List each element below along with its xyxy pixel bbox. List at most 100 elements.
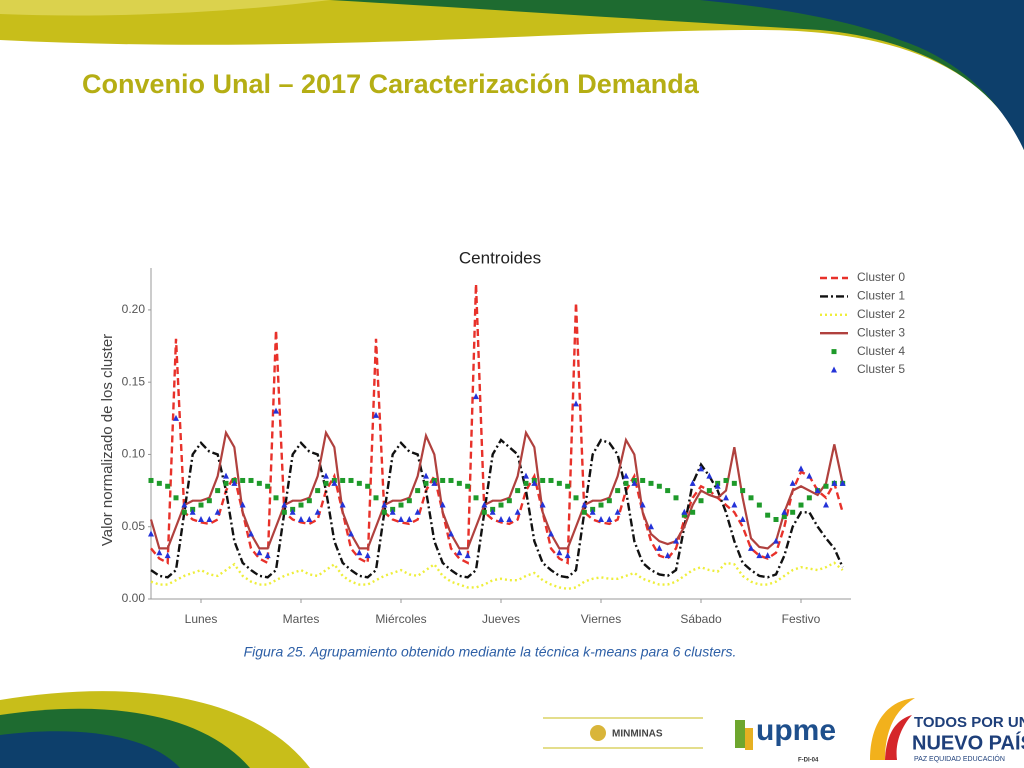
marker	[756, 552, 763, 559]
logo-text: PAZ EQUIDAD EDUCACIÓN	[914, 754, 1005, 763]
marker	[256, 480, 262, 486]
marker	[289, 508, 296, 515]
marker	[215, 488, 221, 494]
marker	[806, 472, 813, 479]
marker	[748, 544, 754, 551]
legend-label: Cluster 2	[857, 307, 905, 321]
logo-icon	[870, 698, 915, 760]
marker	[823, 501, 829, 508]
legend-swatch	[831, 349, 837, 355]
marker	[256, 549, 263, 556]
marker	[706, 472, 713, 479]
marker	[789, 479, 796, 486]
legend-swatch	[831, 366, 837, 373]
marker	[806, 495, 812, 501]
marker	[415, 488, 421, 494]
marker	[381, 501, 388, 508]
marker	[623, 472, 629, 479]
caption: Figura 25. Agrupamiento obtenido mediant…	[244, 644, 737, 660]
marker	[698, 465, 704, 472]
swoosh	[0, 731, 180, 768]
marker	[265, 483, 271, 489]
legend-label: Cluster 3	[857, 325, 905, 339]
marker	[223, 472, 229, 479]
marker	[731, 480, 737, 486]
marker	[589, 508, 596, 515]
marker	[740, 488, 746, 494]
swoosh	[0, 0, 330, 16]
marker	[548, 477, 554, 483]
series-line	[150, 561, 844, 591]
marker	[198, 516, 204, 523]
marker	[206, 516, 213, 523]
marker	[406, 498, 412, 504]
marker	[373, 495, 379, 501]
marker	[431, 479, 438, 486]
y-axis-label: Valor normalizado de los cluster	[99, 334, 116, 546]
marker	[723, 477, 729, 483]
marker	[315, 488, 321, 494]
marker	[440, 477, 446, 483]
marker	[690, 509, 696, 515]
marker	[398, 516, 404, 523]
marker	[514, 508, 521, 515]
marker	[773, 517, 779, 523]
marker	[423, 472, 429, 479]
marker	[165, 483, 171, 489]
marker	[281, 501, 288, 508]
marker	[156, 480, 162, 486]
marker	[465, 483, 471, 489]
marker	[606, 498, 612, 504]
marker	[531, 479, 538, 486]
marker	[548, 530, 554, 537]
marker	[365, 483, 371, 489]
marker	[681, 512, 687, 518]
marker	[656, 483, 662, 489]
swoosh	[0, 0, 1024, 150]
marker	[181, 501, 188, 508]
chart-title: Centroides	[459, 248, 541, 267]
x-tick-label: Viernes	[581, 612, 621, 626]
marker	[356, 549, 363, 556]
marker	[189, 508, 196, 515]
marker	[773, 537, 779, 544]
marker	[640, 477, 646, 483]
marker	[406, 516, 413, 523]
logo-icon	[590, 725, 606, 741]
marker	[481, 501, 488, 508]
logo-icon	[885, 715, 912, 760]
marker	[273, 495, 279, 501]
y-tick-label: 0.10	[122, 447, 146, 461]
series-line	[149, 429, 844, 550]
swoosh	[700, 0, 1024, 150]
marker	[323, 472, 329, 479]
marker	[506, 516, 513, 523]
marker	[498, 516, 504, 523]
marker	[331, 479, 338, 486]
marker	[523, 480, 529, 486]
marker	[314, 508, 321, 515]
marker	[148, 477, 154, 483]
series-line	[150, 283, 844, 565]
marker	[839, 479, 846, 486]
marker	[681, 508, 688, 515]
marker	[765, 512, 771, 518]
marker	[573, 400, 579, 407]
marker	[565, 483, 571, 489]
y-tick-label: 0.15	[122, 374, 146, 388]
marker	[339, 501, 346, 508]
marker	[615, 488, 621, 494]
marker	[814, 487, 821, 494]
marker	[373, 411, 379, 418]
marker	[581, 501, 588, 508]
marker	[348, 477, 354, 483]
marker	[698, 498, 704, 504]
marker	[381, 509, 387, 515]
marker	[340, 477, 346, 483]
marker	[639, 501, 646, 508]
marker	[673, 537, 679, 544]
marker	[748, 495, 754, 501]
marker	[714, 482, 721, 489]
